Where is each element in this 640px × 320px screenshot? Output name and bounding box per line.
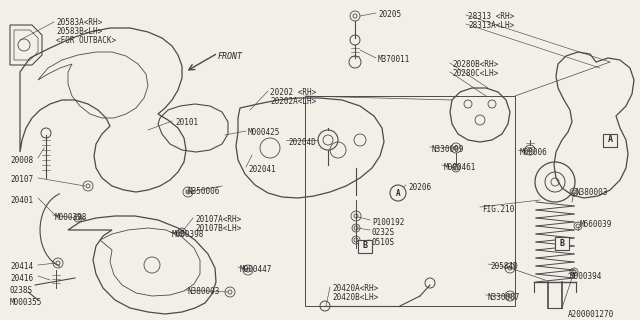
Text: FIG.210: FIG.210 — [482, 205, 515, 214]
Text: 202041: 202041 — [248, 165, 276, 174]
Text: M000425: M000425 — [248, 128, 280, 137]
Text: N380003: N380003 — [188, 287, 220, 296]
Text: M00006: M00006 — [520, 148, 548, 157]
Text: 20107B<LH>: 20107B<LH> — [195, 224, 241, 233]
Text: 20583B<LH>: 20583B<LH> — [56, 27, 102, 36]
Text: M660039: M660039 — [580, 220, 612, 229]
Text: <FOR OUTBACK>: <FOR OUTBACK> — [56, 36, 116, 45]
Text: M000394: M000394 — [570, 272, 602, 281]
Text: 20401: 20401 — [10, 196, 33, 205]
Text: 20008: 20008 — [10, 156, 33, 165]
Text: N350006: N350006 — [188, 187, 220, 196]
Text: 20107A<RH>: 20107A<RH> — [195, 215, 241, 224]
Text: 0510S: 0510S — [372, 238, 395, 247]
Text: A: A — [607, 135, 612, 145]
Text: 20420A<RH>: 20420A<RH> — [332, 284, 378, 293]
Text: 28313A<LH>: 28313A<LH> — [468, 21, 515, 30]
Text: B: B — [559, 238, 564, 247]
Text: M000461: M000461 — [444, 163, 476, 172]
Text: 20584D: 20584D — [490, 262, 518, 271]
Text: FRONT: FRONT — [218, 52, 243, 61]
Text: 0232S: 0232S — [372, 228, 395, 237]
Text: M000398: M000398 — [55, 213, 88, 222]
Bar — [305, 96, 515, 306]
Text: 20204D: 20204D — [288, 138, 316, 147]
Text: 20202 <RH>: 20202 <RH> — [270, 88, 316, 97]
Text: 0238S: 0238S — [10, 286, 33, 295]
Text: N380003: N380003 — [576, 188, 609, 197]
Text: 20280B<RH>: 20280B<RH> — [452, 60, 499, 69]
Text: 20420B<LH>: 20420B<LH> — [332, 293, 378, 302]
Text: P100192: P100192 — [372, 218, 404, 227]
Bar — [555, 236, 569, 250]
Text: M000398: M000398 — [172, 230, 204, 239]
Text: M000447: M000447 — [240, 265, 273, 274]
Text: 20280C<LH>: 20280C<LH> — [452, 69, 499, 78]
Text: 28313 <RH>: 28313 <RH> — [468, 12, 515, 21]
Text: 20414: 20414 — [10, 262, 33, 271]
Text: A200001270: A200001270 — [568, 310, 614, 319]
Bar — [358, 239, 372, 252]
Circle shape — [390, 185, 406, 201]
Text: 20416: 20416 — [10, 274, 33, 283]
Bar — [603, 133, 617, 147]
Text: M000355: M000355 — [10, 298, 42, 307]
Text: 20206: 20206 — [408, 183, 431, 192]
Text: 20202A<LH>: 20202A<LH> — [270, 97, 316, 106]
Text: B: B — [362, 242, 367, 251]
Text: 20107: 20107 — [10, 175, 33, 184]
Text: N330007: N330007 — [488, 293, 520, 302]
Text: A: A — [396, 188, 400, 197]
Text: M370011: M370011 — [378, 55, 410, 64]
Text: 20205: 20205 — [378, 10, 401, 19]
Text: 20583A<RH>: 20583A<RH> — [56, 18, 102, 27]
Text: N330009: N330009 — [432, 145, 465, 154]
Text: 20101: 20101 — [175, 118, 198, 127]
